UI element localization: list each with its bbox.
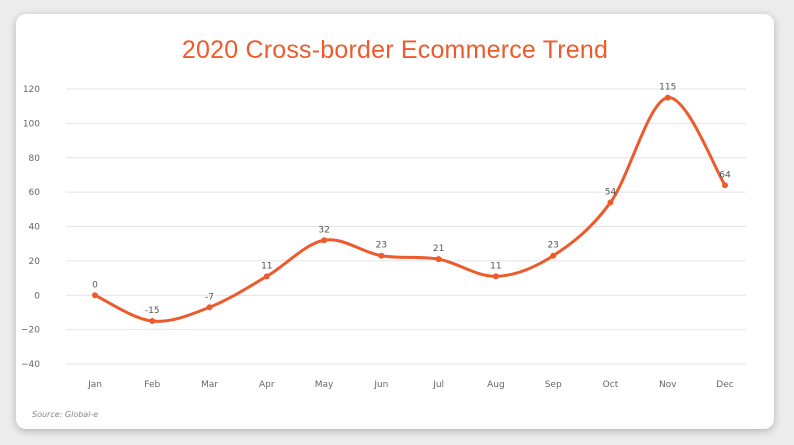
x-tick-label: Dec <box>716 380 733 390</box>
data-label: 54 <box>605 187 617 197</box>
y-tick-label: 0 <box>34 291 40 301</box>
x-tick-label: Oct <box>603 380 619 390</box>
data-point <box>263 273 270 280</box>
data-points <box>92 94 728 325</box>
y-tick-label: 120 <box>23 85 40 95</box>
y-tick-label: 100 <box>23 119 40 129</box>
data-label: 11 <box>261 261 272 271</box>
x-tick-label: Jan <box>87 380 102 390</box>
x-tick-label: Apr <box>259 380 275 390</box>
x-tick-label: Mar <box>201 380 218 390</box>
data-point <box>664 94 671 101</box>
data-point <box>378 252 385 259</box>
data-point <box>321 237 328 244</box>
data-label: 32 <box>318 225 329 235</box>
x-tick-label: Nov <box>659 380 677 390</box>
data-point <box>492 273 499 280</box>
data-point <box>92 292 98 299</box>
x-tick-label: Aug <box>487 380 505 390</box>
data-point <box>550 252 557 259</box>
series-path <box>93 96 727 323</box>
x-tick-label: Jun <box>373 380 388 390</box>
data-label: 11 <box>490 261 501 271</box>
data-point <box>435 256 442 263</box>
chart-card: 2020 Cross-border Ecommerce Trend −40 −20… <box>16 14 774 429</box>
y-tick-label: 80 <box>29 154 41 164</box>
y-tick-label: −20 <box>21 326 40 336</box>
data-label: 23 <box>547 241 558 251</box>
data-labels: 0 -15 -7 11 32 23 21 11 23 54 115 64 <box>92 83 731 316</box>
y-axis-tick-labels: −40 −20 0 20 40 60 80 100 120 <box>21 85 40 370</box>
line-chart: −40 −20 0 20 40 60 80 100 120 Jan Feb Mar Apr May Jun… <box>21 83 746 390</box>
x-tick-label: May <box>315 380 334 390</box>
data-label: 0 <box>92 280 98 290</box>
data-label: 23 <box>376 241 387 251</box>
data-label: 64 <box>719 170 731 180</box>
x-tick-label: Jul <box>432 380 444 390</box>
data-label: 115 <box>659 83 676 93</box>
data-label: -7 <box>205 292 214 302</box>
data-point <box>206 304 213 311</box>
y-tick-label: −40 <box>21 360 40 370</box>
y-tick-label: 60 <box>29 188 41 198</box>
data-point <box>149 318 156 325</box>
source-note: Source: Global-e <box>32 410 99 419</box>
data-point <box>607 199 614 206</box>
data-label: 21 <box>433 244 444 254</box>
x-tick-label: Feb <box>144 380 160 390</box>
data-label: -15 <box>145 306 160 316</box>
series-line <box>93 96 727 323</box>
y-tick-label: 40 <box>29 223 41 233</box>
data-point <box>722 182 728 189</box>
x-axis-tick-labels: Jan Feb Mar Apr May Jun Jul Aug Sep Oct Nov Dec <box>87 380 734 390</box>
x-tick-label: Sep <box>545 380 562 390</box>
y-tick-label: 20 <box>29 257 41 267</box>
chart-title: 2020 Cross-border Ecommerce Trend <box>181 36 609 64</box>
